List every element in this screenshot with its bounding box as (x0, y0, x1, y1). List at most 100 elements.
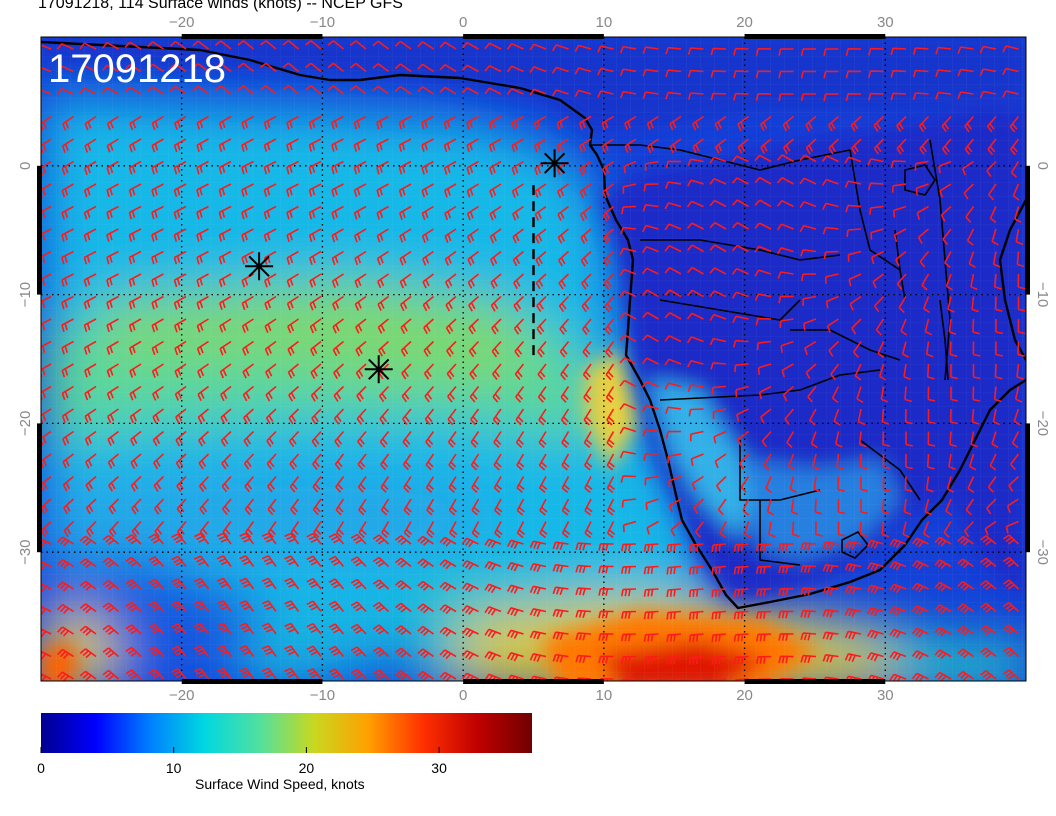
wind-barb (41, 138, 52, 154)
wind-barb (466, 138, 479, 153)
wind-barb (754, 269, 772, 277)
wind-barb (643, 588, 659, 597)
wind-barb (529, 630, 547, 640)
wind-barb (926, 453, 935, 470)
wind-barb (129, 138, 142, 153)
wind-barb (101, 64, 119, 73)
wind-barb (403, 476, 412, 493)
wind-barb (561, 453, 570, 471)
wind-barb (579, 115, 592, 130)
wind-barb (892, 205, 907, 218)
wind-barb (756, 588, 772, 597)
wind-barb (709, 267, 727, 275)
wind-barb (826, 318, 839, 333)
wind-barb (972, 364, 981, 380)
wind-barb (266, 453, 277, 470)
wind-barb (866, 607, 884, 617)
wind-barb (106, 205, 119, 220)
wind-barb (214, 40, 232, 50)
wind-barb (193, 622, 210, 635)
lon-label-bottom: 10 (596, 687, 613, 704)
wind-barb (358, 521, 367, 538)
wind-barb (350, 623, 367, 635)
wind-barb (372, 624, 390, 635)
wind-barb (41, 673, 52, 681)
wind-barb (943, 521, 952, 538)
wind-barb (980, 557, 997, 568)
wind-barb (911, 650, 929, 660)
wind-barb (560, 408, 570, 426)
wind-barb (354, 273, 367, 288)
wind-barb (151, 340, 164, 356)
wind-barb (740, 476, 750, 493)
wind-barb (306, 645, 322, 657)
wind-barb (950, 363, 958, 380)
wind-barb (948, 318, 957, 335)
wind-barb (128, 160, 142, 175)
wind-barb (787, 453, 795, 471)
wind-barb (957, 535, 974, 546)
wind-barb (357, 430, 367, 448)
wind-barb (219, 295, 232, 310)
wind-barb (173, 228, 187, 242)
wind-barb (889, 651, 907, 661)
wind-barb (967, 476, 975, 494)
wind-barb (665, 91, 682, 100)
wind-barb (866, 652, 884, 662)
wind-barb (755, 93, 772, 101)
wind-barb (972, 386, 981, 402)
wind-barb (731, 267, 749, 275)
wind-barb (287, 340, 299, 356)
wind-barb (84, 138, 97, 153)
wind-barb (398, 138, 412, 152)
wind-barb (244, 475, 255, 493)
wind-barb (583, 386, 592, 403)
wind-barb (484, 64, 502, 73)
wind-barb (921, 273, 930, 291)
wind-barb (102, 602, 120, 613)
wind-barb (306, 667, 322, 680)
wind-barb (561, 498, 571, 516)
wind-barb (890, 47, 907, 56)
wind-barb (41, 583, 52, 593)
wind-barb (1002, 624, 1020, 635)
wind-barb (711, 543, 727, 553)
wind-barb (128, 183, 142, 198)
wind-barb (536, 318, 547, 335)
wind-barb (711, 655, 727, 665)
wind-barb (173, 273, 187, 288)
wind-barb (151, 205, 164, 220)
axis-labels: −20 −20 −10 −10 0 0 10 10 20 20 30 30 0 0 −10 −10 −20 −20… (17, 14, 1051, 704)
wind-barb (852, 341, 862, 358)
wind-barb (84, 160, 97, 175)
wind-barb (758, 385, 772, 400)
wind-barb (889, 583, 907, 594)
wind-barb (350, 668, 367, 680)
wind-barb (598, 565, 614, 574)
wind-barb (106, 273, 119, 287)
wind-barb (882, 498, 890, 515)
wind-barb (621, 205, 637, 215)
wind-barb (598, 655, 614, 664)
wind-barb (602, 205, 615, 222)
wind-barb (1006, 498, 1019, 513)
wind-barb (993, 386, 1002, 403)
wind-barb (733, 70, 749, 79)
wind-barb (85, 498, 97, 515)
wind-barb (305, 62, 322, 73)
wind-barb (776, 247, 794, 255)
wind-barb (687, 384, 704, 392)
wind-barb (957, 558, 974, 569)
wind-barb (800, 542, 817, 551)
wind-barb (196, 340, 209, 356)
wind-barb (398, 115, 412, 130)
wind-barb (560, 386, 570, 403)
wind-barb (516, 453, 525, 471)
wind-barb (489, 250, 502, 267)
wind-barb (239, 622, 255, 635)
wind-barb (918, 115, 930, 133)
wind-barb (620, 226, 637, 235)
wind-barb (196, 138, 209, 153)
wind-barb (551, 89, 569, 97)
wind-barb (284, 667, 300, 680)
